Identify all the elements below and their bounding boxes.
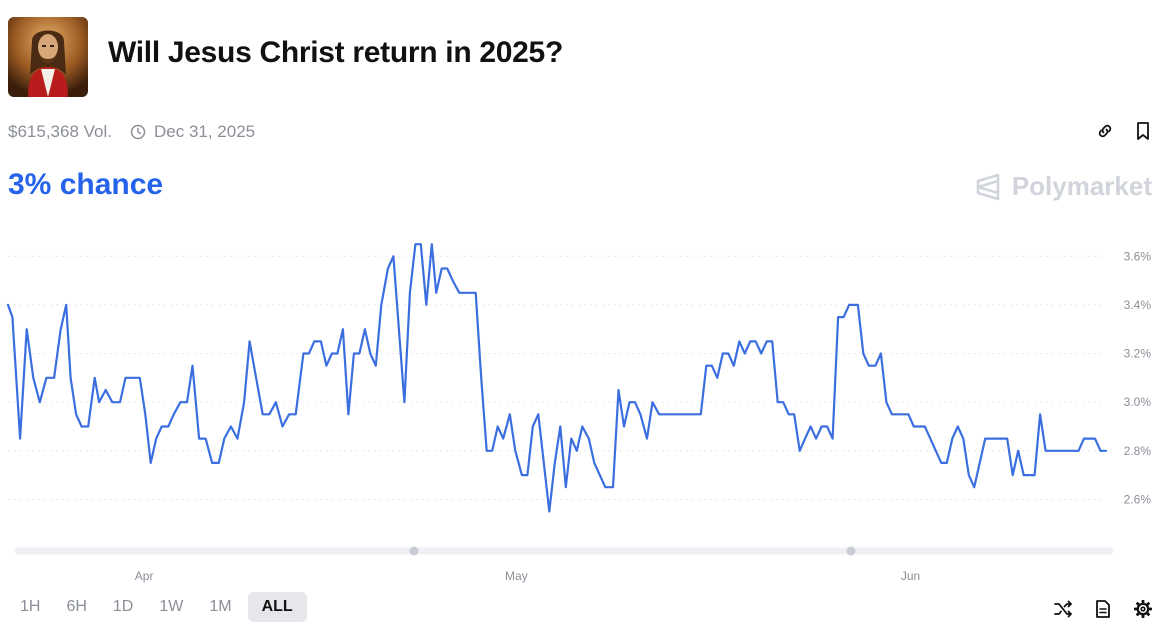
volume-text: $615,368 Vol. bbox=[8, 122, 112, 141]
market-thumbnail bbox=[8, 17, 88, 97]
timeframe-selector: 1H 6H 1D 1W 1M ALL bbox=[10, 592, 307, 622]
range-handle-right bbox=[846, 546, 856, 556]
range-handle-left bbox=[409, 546, 419, 556]
shuffle-icon[interactable] bbox=[1052, 598, 1074, 620]
timeframe-1m[interactable]: 1M bbox=[209, 598, 232, 615]
y-tick-label: 3.0% bbox=[1124, 395, 1152, 409]
document-icon[interactable] bbox=[1092, 598, 1114, 620]
price-chart: 3.6% 3.4% 3.2% 3.0% 2.8% 2.6% Apr May Jun bbox=[6, 243, 1152, 583]
brand-name: Polymarket bbox=[1011, 171, 1152, 201]
end-date-text: Dec 31, 2025 bbox=[153, 122, 256, 141]
gear-icon[interactable] bbox=[1132, 598, 1154, 620]
y-tick-label: 3.2% bbox=[1124, 347, 1152, 361]
clock-icon bbox=[130, 124, 146, 140]
bookmark-icon[interactable] bbox=[1132, 120, 1154, 142]
timeframe-1d[interactable]: 1D bbox=[112, 598, 134, 615]
timeframe-6h[interactable]: 6H bbox=[66, 598, 87, 615]
top-actions bbox=[1094, 120, 1154, 142]
polymarket-logo-icon bbox=[976, 173, 1000, 200]
jesus-portrait-icon bbox=[8, 17, 88, 97]
timeframe-1h[interactable]: 1H bbox=[20, 598, 41, 615]
market-meta: $615,368 Vol. Dec 31, 2025 bbox=[8, 122, 255, 142]
chance-text: 3% chance bbox=[8, 168, 164, 201]
timeframe-1w[interactable]: 1W bbox=[159, 598, 184, 615]
timeframe-all[interactable]: ALL bbox=[247, 592, 307, 622]
y-tick-label: 3.6% bbox=[1124, 249, 1152, 263]
x-tick-label: May bbox=[505, 569, 528, 583]
series-line bbox=[6, 243, 1108, 513]
y-tick-label: 3.4% bbox=[1124, 298, 1152, 312]
y-tick-label: 2.6% bbox=[1124, 492, 1152, 506]
market-title: Will Jesus Christ return in 2025? bbox=[108, 36, 563, 69]
brand-logo: Polymarket bbox=[974, 171, 1152, 202]
chart-actions bbox=[1052, 598, 1154, 620]
x-tick-label: Apr bbox=[135, 569, 154, 583]
link-icon[interactable] bbox=[1094, 120, 1116, 142]
y-tick-label: 2.8% bbox=[1124, 444, 1152, 458]
x-tick-label: Jun bbox=[901, 569, 920, 583]
